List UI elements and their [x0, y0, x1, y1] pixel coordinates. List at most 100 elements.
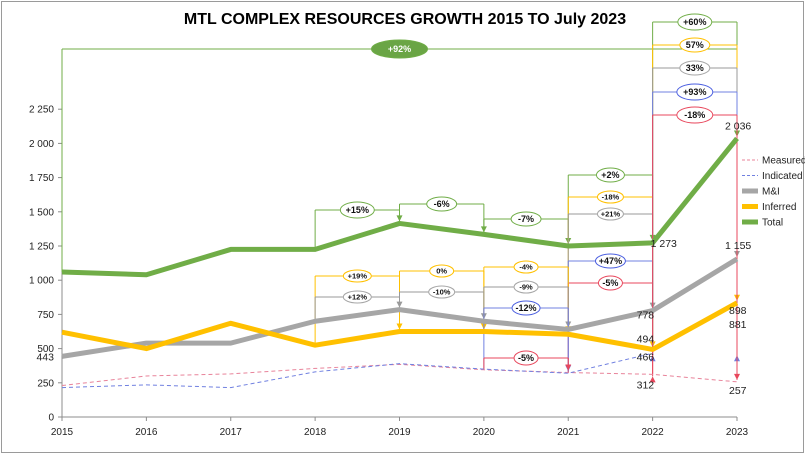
data-label: 312	[637, 379, 655, 391]
annotation-label: -5%	[518, 353, 534, 363]
annotation-label: -18%	[684, 110, 705, 120]
data-label: 1 273	[651, 238, 677, 250]
annotation-oval	[676, 106, 714, 124]
data-label: 443	[36, 351, 54, 363]
annotation-oval	[595, 167, 625, 183]
annotation-bracket: -7%	[483, 211, 572, 244]
annotation-label: +2%	[601, 170, 619, 180]
annotation-label: +92%	[388, 44, 411, 54]
x-tick-label: 2016	[135, 427, 158, 438]
legend-label: M&I	[762, 187, 780, 198]
legend-label: Indicated	[762, 171, 803, 182]
annotation-oval	[342, 269, 372, 283]
data-label: 466	[637, 351, 655, 363]
x-tick-label: 2019	[388, 427, 411, 438]
annotation-label: +60%	[683, 17, 706, 27]
annotation-oval	[339, 201, 375, 219]
data-label: 494	[637, 333, 655, 345]
annotation-bracket: -5%	[483, 350, 572, 371]
data-label: 898	[729, 305, 747, 317]
data-label: 881	[729, 319, 747, 331]
y-tick-label: 2 000	[29, 139, 54, 150]
annotation-label: +93%	[683, 87, 706, 97]
annotation-bracket: +92%	[61, 39, 740, 272]
series-lines	[61, 136, 739, 389]
x-tick-label: 2018	[304, 427, 327, 438]
annotation-oval	[513, 260, 539, 274]
x-tick-label: 2022	[642, 427, 665, 438]
annotation-label: +12%	[348, 293, 368, 302]
annotation-oval	[594, 253, 626, 269]
series-line-measured	[61, 363, 738, 387]
y-tick-label: 250	[37, 378, 54, 389]
annotation-label: +47%	[599, 256, 622, 266]
annotation-oval	[679, 37, 711, 53]
x-tick-label: 2021	[557, 427, 580, 438]
annotation-oval	[596, 190, 624, 204]
annotation-label: -7%	[518, 214, 534, 224]
annotation-label: 0%	[436, 267, 447, 276]
data-label: 257	[729, 385, 747, 397]
series-line-indicated	[61, 352, 653, 389]
x-tick-label: 2015	[51, 427, 74, 438]
annotation-oval	[511, 300, 541, 316]
annotation-oval	[677, 13, 713, 31]
annotation-oval	[596, 207, 624, 221]
legend-label: Total	[762, 218, 783, 229]
annotation-oval	[428, 285, 456, 299]
legend-label: Inferred	[762, 202, 796, 213]
y-tick-label: 1 750	[29, 173, 54, 184]
annotation-label: +21%	[601, 210, 621, 219]
data-labels: 443 1 273 2 036 778 1 155 494 898 881 466 312 257	[36, 120, 751, 396]
annotation-bracket: -5%	[567, 275, 656, 383]
y-tick-label: 0	[48, 413, 54, 424]
annotation-oval	[676, 83, 714, 101]
legend: Measured Indicated M&I Inferred Total	[742, 156, 805, 229]
annotation-label: 57%	[686, 40, 704, 50]
series-line-total	[61, 136, 739, 278]
annotations: +92% +15% -6% -7% +2% -18% +21% +47% -5% +19% +12%…	[61, 13, 740, 383]
annotation-oval	[679, 60, 711, 76]
annotation-label: -5%	[602, 278, 618, 288]
annotation-bracket: -18%	[652, 106, 740, 380]
annotation-oval	[426, 196, 458, 212]
annotation-oval	[513, 280, 539, 294]
bracket-arrowhead	[734, 373, 740, 380]
x-tick-label: 2017	[220, 427, 243, 438]
annotation-bracket: +2%	[567, 167, 656, 246]
annotation-oval	[513, 350, 539, 366]
annotation-label: -6%	[434, 199, 450, 209]
annotation-label: -10%	[433, 288, 451, 297]
y-tick-label: 500	[37, 344, 54, 355]
series-line-mi	[61, 256, 739, 359]
annotation-label: +15%	[346, 205, 369, 215]
annotation-label: -4%	[519, 263, 533, 272]
data-label: 2 036	[725, 120, 751, 132]
annotation-label: -9%	[519, 283, 533, 292]
y-tick-label: 2 250	[29, 105, 54, 116]
annotation-oval	[597, 275, 623, 291]
y-tick-label: 1 250	[29, 242, 54, 253]
y-tick-label: 1 500	[29, 207, 54, 218]
annotation-label: -12%	[516, 303, 537, 313]
bracket-arrowhead	[649, 376, 656, 383]
annotation-label: -18%	[602, 193, 620, 202]
annotation-bracket: +15%	[314, 201, 403, 250]
data-label: 1 155	[725, 240, 751, 252]
annotation-oval	[342, 290, 372, 304]
annotation-oval	[429, 264, 455, 278]
annotation-bracket: -12%	[483, 300, 572, 372]
data-label: 778	[637, 310, 655, 322]
annotation-bracket: -10%	[399, 285, 487, 320]
chart-title: MTL COMPLEX RESOURCES GROWTH 2015 TO Jul…	[184, 11, 626, 28]
x-tick-label: 2020	[473, 427, 496, 438]
y-tick-label: 1 000	[29, 276, 54, 287]
axes: 0 250 500 750 1 000 1 250 1 500 1 750 2 000 2 250…	[29, 105, 749, 438]
bracket-arrowhead	[565, 364, 572, 371]
x-tick-label: 2023	[726, 427, 749, 438]
legend-label: Measured	[762, 156, 805, 167]
annotation-oval	[371, 39, 428, 59]
annotation-oval	[510, 211, 542, 227]
